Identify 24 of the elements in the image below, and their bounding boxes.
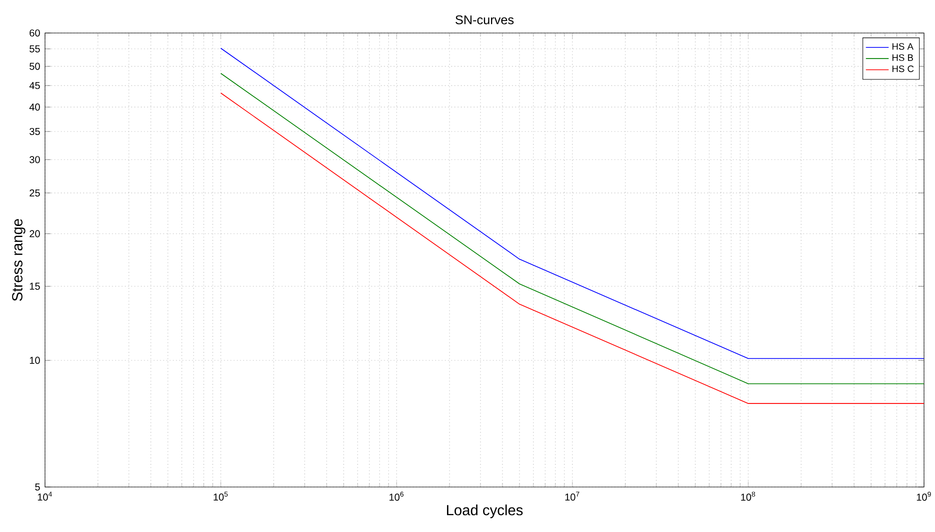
y-tick-label: 35 — [30, 128, 40, 136]
x-tick-label: 10$^{6}$ — [390, 492, 404, 501]
y-tick-label: 25 — [30, 189, 40, 196]
y-tick-label: 15 — [30, 282, 40, 290]
chart-title: SN-curves — [456, 15, 514, 24]
y-tick-label: 45 — [29, 82, 40, 90]
y-tick-label: 10 — [30, 356, 40, 364]
legend-label: HS C — [892, 66, 914, 72]
y-tick-label: 20 — [30, 230, 40, 238]
y-axis-title: Stress range — [12, 219, 26, 301]
y-tick-label: 30 — [30, 156, 40, 164]
y-tick-label: 55 — [30, 45, 40, 52]
y-tick-label: 50 — [30, 62, 40, 70]
x-tick-label: 10$^{9}$ — [916, 492, 931, 501]
legend-label: HS B — [892, 54, 913, 61]
legend-label: HS A — [892, 43, 914, 50]
x-axis-title: Load cycles — [447, 504, 523, 518]
x-tick-label: 10$^{4}$ — [38, 492, 52, 501]
x-tick-label: 10$^{8}$ — [741, 492, 756, 501]
y-tick-label: 60 — [30, 29, 40, 37]
x-tick-label: 10$^{7}$ — [565, 492, 580, 501]
y-tick-label: 40 — [29, 104, 40, 111]
y-tick-label: 5 — [35, 484, 40, 490]
x-tick-label: 10$^{5}$ — [214, 492, 228, 501]
